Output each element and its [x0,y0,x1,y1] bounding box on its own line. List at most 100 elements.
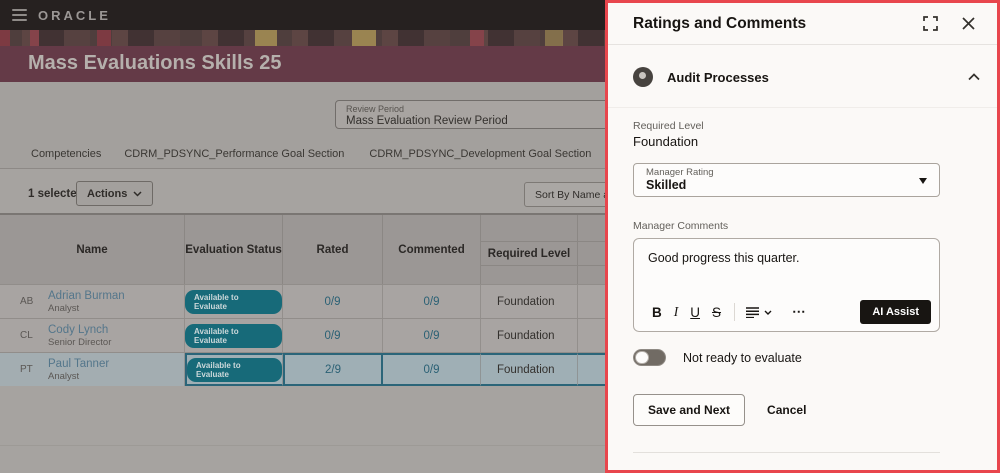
required-level-cell: Foundation [481,285,578,318]
manager-rating-value: Skilled [646,178,687,192]
global-header: ORACLE [0,0,605,30]
section-tabs: Competencies CDRM_PDSYNC_Performance Goa… [0,140,605,169]
table-row[interactable]: AB Adrian Burman Analyst Available to Ev… [0,284,620,318]
ratings-and-comments-panel: Ratings and Comments Audit Processes Req… [605,0,1000,473]
rated-count-link[interactable]: 0/9 [324,295,341,308]
required-level-cell: Foundation [481,353,578,386]
tab-competencies[interactable]: Competencies [31,148,102,160]
commented-count-link[interactable]: 0/9 [423,329,440,342]
skill-section-header[interactable]: Audit Processes [608,45,997,108]
required-level-header-label: Required Level [481,241,577,266]
required-level-value: Foundation [633,134,699,149]
employee-job-title: Senior Director [48,336,112,348]
table-row-selected[interactable]: PT Paul Tanner Analyst Available to Eval… [0,352,620,386]
toggle-thumb [635,351,649,364]
rated-cell[interactable]: 0/9 [283,319,383,352]
rated-count-link[interactable]: 0/9 [324,329,341,342]
more-options-icon[interactable]: ⋯ [786,302,813,322]
employee-name-link[interactable]: Adrian Burman [48,289,125,302]
strikethrough-icon[interactable]: S [706,303,727,322]
name-cell: CL Cody Lynch Senior Director [0,319,185,352]
cancel-button[interactable]: Cancel [767,403,807,417]
column-header-commented[interactable]: Commented [383,215,481,284]
ai-assist-button[interactable]: AI Assist [860,300,931,324]
save-and-next-button[interactable]: Save and Next [633,394,746,426]
evaluation-status-cell: Available to Evaluate [185,285,283,318]
panel-header: Ratings and Comments [608,3,997,45]
status-badge[interactable]: Available to Evaluate [187,357,282,382]
expand-icon[interactable] [921,14,940,33]
evaluations-table: Name Evaluation Status Rated Commented R… [0,213,620,386]
underline-icon[interactable]: U [684,303,706,322]
italic-icon[interactable]: I [668,302,685,322]
skill-icon [633,67,653,87]
text-align-icon[interactable] [742,305,776,320]
column-header-rated[interactable]: Rated [283,215,383,284]
oracle-logo: ORACLE [38,7,111,23]
employee-job-title: Analyst [48,370,80,382]
column-header-name[interactable]: Name [0,215,185,284]
commented-count-link[interactable]: 0/9 [423,295,440,308]
rated-count-link[interactable]: 2/9 [325,363,341,376]
commented-cell[interactable]: 0/9 [383,319,481,352]
name-cell: PT Paul Tanner Analyst [0,353,185,386]
details-heading: Details for developing skill [633,469,997,470]
review-period-value: Mass Evaluation Review Period [346,115,508,127]
column-header-required-level[interactable]: Required Level [481,215,578,284]
close-icon[interactable] [960,15,977,32]
manager-comments-editor[interactable]: Good progress this quarter. B I U S ⋯ AI… [633,238,940,332]
rated-cell[interactable]: 0/9 [283,285,383,318]
column-header-evaluation-status[interactable]: Evaluation Status [185,215,283,284]
panel-action-buttons: Save and Next Cancel [633,394,997,426]
avatar: AB [20,296,34,307]
editor-toolbar: B I U S ⋯ AI Assist [646,300,931,324]
sort-by-control[interactable]: Sort By Name asc [524,182,644,207]
selected-count-label: 1 selected [28,188,84,200]
required-level-label: Required Level [633,120,704,132]
required-level-field: Required Level Foundation [633,120,997,149]
not-ready-toggle-label: Not ready to evaluate [683,350,802,365]
status-badge[interactable]: Available to Evaluate [185,323,282,348]
chevron-down-icon [133,190,142,197]
manager-comments-label: Manager Comments [633,220,729,232]
commented-cell[interactable]: 0/9 [383,353,481,386]
sort-by-label: Sort By Name asc [535,188,620,201]
manager-rating-select[interactable]: Manager Rating Skilled [633,163,940,197]
not-ready-toggle[interactable] [633,349,666,366]
employee-name-link[interactable]: Cody Lynch [48,323,109,336]
skill-name: Audit Processes [667,69,769,85]
panel-title: Ratings and Comments [633,14,807,32]
chevron-down-icon [764,310,772,315]
tab-development-goal-section[interactable]: CDRM_PDSYNC_Development Goal Section [369,148,592,160]
evaluation-status-cell: Available to Evaluate [185,353,283,386]
rated-cell-focused[interactable]: 2/9 [283,353,383,386]
page-banner: Mass Evaluations Skills 25 [0,46,605,82]
table-header-row: Name Evaluation Status Rated Commented R… [0,215,620,284]
status-badge[interactable]: Available to Evaluate [185,289,282,314]
chevron-up-icon[interactable] [966,71,982,83]
evaluation-status-cell: Available to Evaluate [185,319,283,352]
table-row[interactable]: CL Cody Lynch Senior Director Available … [0,318,620,352]
required-level-cell: Foundation [481,319,578,352]
not-ready-toggle-row: Not ready to evaluate [633,349,997,366]
manager-rating-label: Manager Rating [646,167,714,178]
manager-comments-text[interactable]: Good progress this quarter. [648,251,800,265]
actions-button[interactable]: Actions [76,181,154,206]
tab-performance-goal-section[interactable]: CDRM_PDSYNC_Performance Goal Section [124,148,345,160]
dropdown-arrow-icon [919,178,927,184]
commented-count-link[interactable]: 0/9 [423,363,440,376]
hamburger-menu-icon[interactable] [12,6,27,24]
avatar: PT [20,364,33,375]
avatar: CL [20,330,33,341]
bold-icon[interactable]: B [646,303,668,322]
content-divider [0,445,605,446]
page-title: Mass Evaluations Skills 25 [28,52,282,74]
review-period-field[interactable]: Review Period Mass Evaluation Review Per… [335,100,617,129]
actions-button-label: Actions [87,187,128,200]
review-period-label: Review Period [346,104,405,114]
employee-job-title: Analyst [48,302,80,314]
commented-cell[interactable]: 0/9 [383,285,481,318]
employee-name-link[interactable]: Paul Tanner [48,357,110,370]
name-cell: AB Adrian Burman Analyst [0,285,185,318]
toolbar-divider [734,303,736,321]
